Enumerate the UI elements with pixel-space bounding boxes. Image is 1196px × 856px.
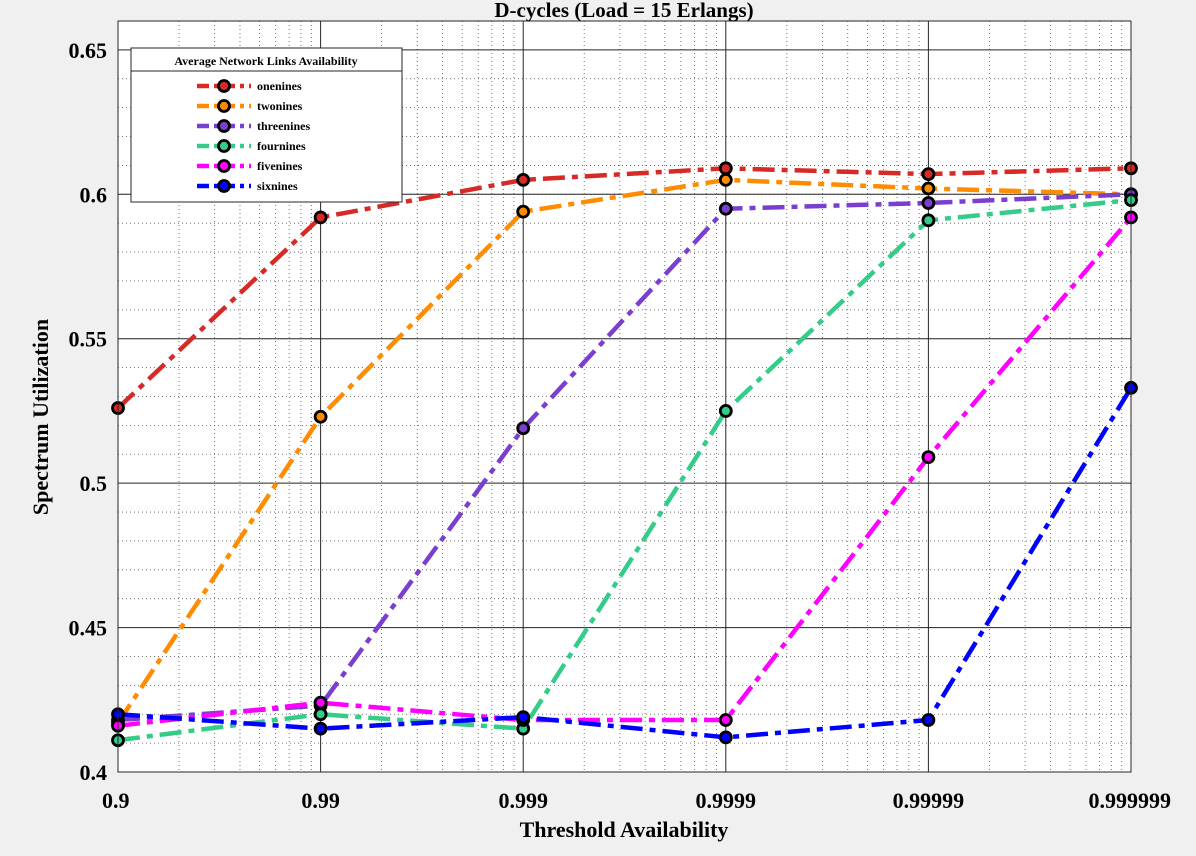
data-point-twonines: [516, 204, 531, 219]
legend-marker-fivenines: [217, 159, 231, 173]
data-point-onenines: [921, 167, 936, 181]
data-point-sixnines: [718, 730, 733, 745]
y-tick-label: 0.45: [69, 616, 108, 641]
data-point-twonines: [718, 172, 733, 187]
series-line-fournines: [117, 197, 1132, 743]
data-point-fournines: [313, 707, 328, 722]
legend-marker-sixnines: [217, 179, 231, 193]
data-point-fournines: [921, 213, 936, 228]
legend-label-onenines: onenines: [257, 79, 302, 93]
legend-label-sixnines: sixnines: [257, 179, 298, 193]
data-point-threenines: [718, 201, 733, 216]
legend-marker-threenines: [217, 119, 231, 133]
data-point-twonines: [921, 181, 936, 196]
data-point-sixnines: [516, 710, 531, 725]
data-point-threenines: [516, 421, 531, 436]
y-axis-label: Spectrum Utilization: [28, 319, 53, 515]
data-point-twonines: [313, 409, 328, 424]
data-point-sixnines: [921, 713, 936, 727]
legend-marker-onenines: [217, 79, 231, 93]
legend-box: [130, 47, 403, 203]
data-point-onenines: [313, 210, 328, 225]
chart-title: D-cycles (Load = 15 Erlangs): [494, 0, 753, 22]
data-point-fivenines: [718, 713, 733, 727]
series-line-sixnines: [117, 386, 1133, 740]
series-line-onenines: [116, 166, 1132, 410]
x-tick-label: 0.99999: [893, 788, 965, 813]
legend-title: Average Network Links Availability: [174, 54, 357, 68]
x-tick-label: 0.999999: [1089, 788, 1172, 813]
data-point-onenines: [516, 172, 531, 187]
series-line-twonines: [116, 177, 1132, 725]
legend-label-threenines: threenines: [257, 119, 310, 133]
legend-label-fournines: fournines: [257, 139, 306, 153]
data-point-fivenines: [921, 450, 936, 465]
x-tick-labels: 0.9 0.99 0.999 0.9999 0.99999 0.999999: [102, 788, 1171, 813]
x-axis-label: Threshold Availability: [520, 817, 729, 842]
legend-label-fivenines: fivenines: [257, 159, 303, 173]
series-line-fivenines: [117, 215, 1133, 729]
y-tick-labels: 0.4 0.45 0.5 0.55 0.6 0.65: [69, 38, 108, 785]
data-point-fournines: [718, 404, 733, 418]
y-tick-label: 0.4: [80, 760, 108, 785]
data-point-onenines: [718, 161, 733, 176]
plot-frame: [117, 20, 1132, 773]
y-tick-label: 0.55: [69, 327, 108, 352]
legend-label-twonines: twonines: [257, 99, 303, 113]
x-tick-label: 0.99: [301, 788, 340, 813]
legend-marker-fournines: [217, 139, 231, 153]
data-point-sixnines: [313, 721, 328, 736]
data-point-fivenines: [313, 695, 328, 710]
series-lines: [116, 166, 1133, 743]
legend-entries: onenines twonines threenines fournines fiven…: [197, 79, 310, 193]
x-tick-label: 0.9999: [696, 788, 757, 813]
x-tick-label: 0.999: [498, 788, 548, 813]
x-tick-label: 0.9: [102, 788, 130, 813]
data-point-threenines: [921, 196, 936, 210]
series-markers: [111, 161, 1138, 748]
legend: Average Network Links Availability oneni…: [130, 47, 403, 203]
y-tick-label: 0.65: [69, 38, 108, 63]
y-tick-label: 0.5: [80, 471, 108, 496]
y-tick-label: 0.6: [80, 182, 108, 207]
legend-marker-twonines: [217, 99, 231, 113]
